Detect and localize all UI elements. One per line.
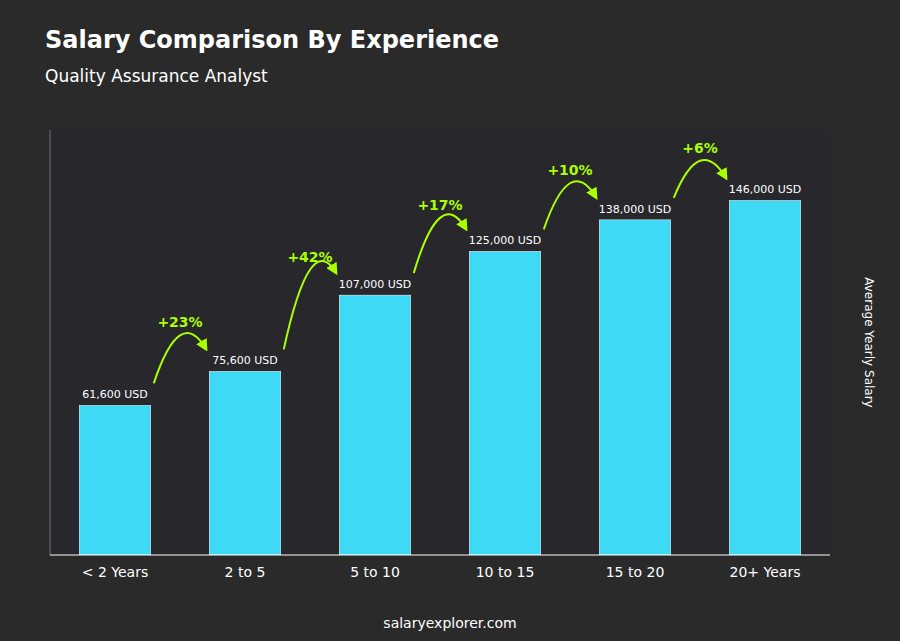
bar <box>209 371 281 555</box>
data-label: 125,000 USD <box>469 234 542 247</box>
change-arrow <box>154 333 207 383</box>
x-tick-label: 2 to 5 <box>225 564 266 580</box>
change-label: +17% <box>417 197 462 213</box>
plot-background <box>50 130 830 555</box>
bars <box>79 200 801 555</box>
change-label: +42% <box>287 249 332 265</box>
bar <box>79 405 151 555</box>
change-arrow <box>284 261 337 349</box>
chart: Salary Comparison By Experience Quality A… <box>0 0 900 641</box>
chart-container: Salary Comparison By Experience Quality A… <box>0 0 900 641</box>
bar <box>729 200 801 555</box>
bar <box>469 251 541 555</box>
data-label: 75,600 USD <box>212 354 278 367</box>
background <box>0 0 900 641</box>
x-tick-label: < 2 Years <box>82 564 148 580</box>
bar <box>339 295 411 555</box>
x-tick-label: 10 to 15 <box>476 564 535 580</box>
x-tick-label: 15 to 20 <box>606 564 665 580</box>
change-arrow <box>674 160 727 198</box>
y-axis-label: Average Yearly Salary <box>862 277 876 407</box>
data-label: 61,600 USD <box>82 388 148 401</box>
title: Salary Comparison By Experience <box>45 26 499 54</box>
data-label: 138,000 USD <box>599 203 672 216</box>
source: salaryexplorer.com <box>383 615 516 631</box>
change-arrow <box>414 214 467 273</box>
x-tick-label: 5 to 10 <box>350 564 400 580</box>
subtitle: Quality Assurance Analyst <box>45 66 268 86</box>
data-label: 107,000 USD <box>339 278 412 291</box>
change-label: +6% <box>682 140 718 156</box>
value-axis-line <box>50 130 51 555</box>
change-label: +10% <box>547 162 592 178</box>
change-arrow <box>544 181 597 229</box>
change-label: +23% <box>157 314 202 330</box>
x-axis-line <box>50 555 830 556</box>
data-label: 146,000 USD <box>729 183 802 196</box>
bar <box>599 220 671 555</box>
x-tick-label: 20+ Years <box>730 564 801 580</box>
